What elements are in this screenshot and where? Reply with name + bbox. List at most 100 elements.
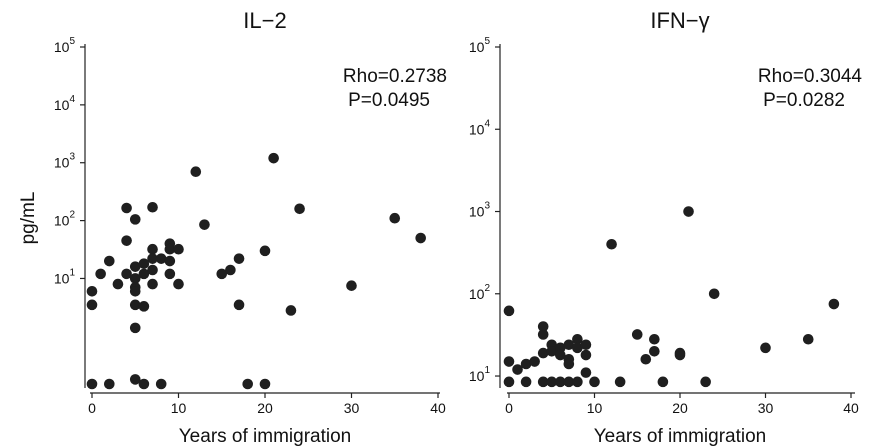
- y-tick-base: 10: [54, 39, 70, 55]
- y-tick-exponent: 2: [69, 210, 75, 221]
- data-points: [86, 152, 427, 390]
- data-point: [614, 376, 626, 388]
- data-point: [537, 321, 549, 332]
- data-point: [147, 264, 158, 276]
- data-point: [649, 345, 660, 357]
- data-point: [129, 374, 141, 385]
- rho-annotation: Rho=0.3044: [758, 66, 862, 87]
- data-point: [129, 261, 141, 272]
- x-tick-label: 10: [171, 400, 187, 416]
- data-point: [520, 376, 532, 388]
- data-point: [389, 212, 401, 224]
- y-tick-label: 104: [54, 94, 76, 113]
- x-tick-label: 30: [344, 400, 360, 416]
- data-point: [233, 253, 245, 264]
- x-tick-label: 40: [843, 400, 859, 416]
- data-point: [537, 329, 549, 340]
- data-point: [503, 356, 515, 367]
- y-tick-exponent: 5: [69, 36, 75, 47]
- p-value-annotation: P=0.0495: [348, 90, 430, 111]
- data-point: [580, 367, 592, 378]
- data-point: [86, 299, 98, 311]
- x-tick-label: 20: [672, 400, 688, 416]
- y-tick-base: 10: [54, 213, 70, 229]
- y-tick-label: 103: [469, 201, 491, 220]
- x-tick-group: 0 10 20 30 40: [505, 393, 859, 416]
- data-point: [86, 285, 98, 297]
- rho-annotation: Rho=0.2738: [343, 66, 447, 87]
- data-point: [138, 268, 150, 280]
- y-tick-exponent: 1: [69, 267, 75, 278]
- y-tick-exponent: 1: [484, 365, 490, 376]
- data-point: [95, 268, 106, 280]
- data-point: [129, 299, 141, 311]
- data-point: [129, 214, 141, 225]
- data-points: [503, 206, 840, 388]
- x-tick-label: 0: [88, 400, 96, 416]
- data-point: [199, 219, 210, 230]
- data-point: [164, 268, 176, 280]
- data-point: [563, 339, 575, 351]
- y-tick-label: 104: [469, 118, 491, 137]
- data-point: [164, 243, 176, 255]
- y-tick-label: 102: [469, 283, 491, 302]
- data-point: [138, 378, 150, 390]
- data-point: [563, 376, 575, 388]
- data-point: [86, 378, 98, 390]
- data-point: [537, 347, 549, 359]
- data-point: [606, 238, 617, 250]
- data-point: [683, 206, 694, 217]
- y-tick-exponent: 4: [484, 118, 490, 129]
- data-point: [294, 203, 305, 215]
- data-point: [259, 378, 271, 390]
- data-point: [155, 378, 167, 390]
- chart-panel-ifn-gamma: IFN−γ Rho=0.3044 P=0.0282 10110210310410…: [469, 8, 863, 446]
- data-point: [216, 268, 228, 280]
- data-point: [138, 258, 150, 269]
- data-point: [589, 376, 600, 388]
- x-axis-label: Years of immigration: [179, 426, 351, 446]
- data-point: [674, 349, 686, 361]
- y-tick-label: 101: [469, 365, 491, 384]
- data-point: [503, 376, 515, 388]
- data-point: [268, 152, 279, 164]
- data-point: [225, 264, 236, 276]
- data-point: [129, 322, 141, 334]
- data-point: [512, 364, 523, 375]
- data-point: [572, 342, 583, 354]
- data-point: [138, 301, 150, 312]
- data-point: [572, 333, 583, 345]
- x-tick-label: 40: [430, 400, 446, 416]
- x-tick-label: 20: [257, 400, 273, 416]
- y-tick-label: 103: [54, 152, 76, 171]
- x-tick-label: 30: [758, 400, 774, 416]
- data-point: [572, 376, 583, 388]
- data-point: [129, 285, 141, 297]
- data-point: [190, 166, 202, 177]
- data-point: [104, 255, 115, 267]
- data-point: [649, 333, 660, 345]
- y-tick-base: 10: [469, 286, 485, 302]
- data-point: [173, 278, 184, 290]
- chart-panel-il2: IL−2 Rho=0.2738 P=0.0495 101102103104105…: [54, 8, 447, 446]
- y-tick-base: 10: [469, 39, 485, 55]
- y-tick-exponent: 3: [484, 201, 490, 212]
- data-point: [828, 298, 840, 310]
- x-tick-group: 0 10 20 30 40: [88, 393, 446, 416]
- x-tick-label: 0: [505, 400, 513, 416]
- data-point: [233, 299, 245, 311]
- data-point: [147, 201, 158, 213]
- p-value-annotation: P=0.0282: [763, 90, 845, 111]
- data-point: [546, 345, 558, 357]
- y-tick-exponent: 4: [69, 94, 75, 105]
- data-point: [147, 243, 158, 255]
- y-tick-label: 102: [54, 210, 76, 229]
- data-point: [802, 333, 814, 345]
- data-point: [259, 245, 271, 257]
- x-axis-label: Years of immigration: [594, 426, 766, 446]
- data-point: [147, 278, 158, 290]
- data-point: [104, 378, 115, 390]
